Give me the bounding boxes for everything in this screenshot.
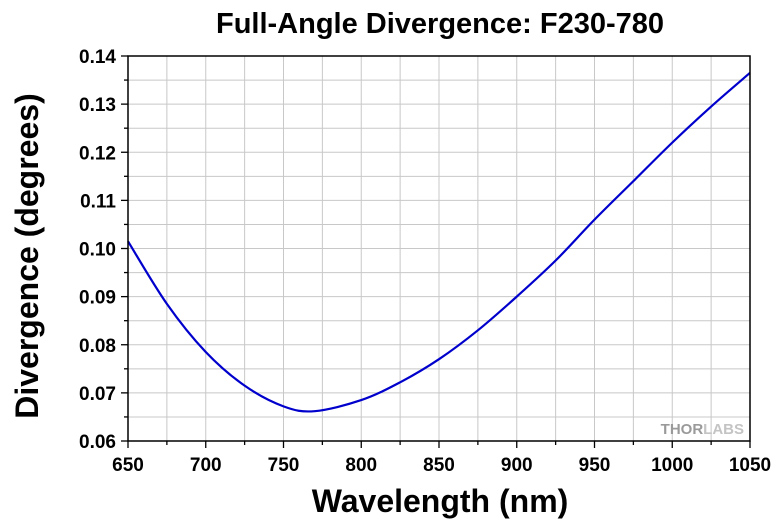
x-tick-label: 1050 bbox=[729, 455, 771, 476]
y-tick-label: 0.08 bbox=[79, 336, 116, 357]
axis-ticks bbox=[121, 55, 751, 448]
x-tick-label: 950 bbox=[579, 455, 611, 476]
x-tick-label: 850 bbox=[423, 455, 455, 476]
chart-title: Full-Angle Divergence: F230-780 bbox=[216, 8, 664, 40]
x-axis-label: Wavelength (nm) bbox=[312, 483, 569, 519]
x-tick-label: 800 bbox=[345, 455, 377, 476]
y-tick-label: 0.12 bbox=[79, 143, 116, 164]
y-tick-labels: 0.06 0.07 0.08 0.09 0.10 0.11 0.12 0.13 0.14 bbox=[79, 47, 116, 453]
x-tick-label: 900 bbox=[501, 455, 533, 476]
x-tick-label: 750 bbox=[268, 455, 300, 476]
thorlabs-logo: THORLABS bbox=[661, 421, 744, 438]
logo-text-thor: THOR bbox=[661, 421, 704, 438]
logo-text-labs: LABS bbox=[703, 421, 744, 438]
grid-lines bbox=[128, 56, 750, 441]
x-tick-label: 650 bbox=[112, 455, 144, 476]
plot-area bbox=[127, 55, 751, 442]
y-tick-label: 0.14 bbox=[79, 47, 116, 68]
x-tick-labels: 650 700 750 800 850 900 950 1000 1050 bbox=[112, 455, 771, 476]
y-axis-label: Divergence (degrees) bbox=[9, 93, 45, 418]
y-tick-label: 0.06 bbox=[79, 432, 116, 453]
x-tick-label: 700 bbox=[190, 455, 222, 476]
y-tick-label: 0.11 bbox=[80, 191, 116, 212]
y-tick-label: 0.09 bbox=[79, 288, 116, 309]
y-tick-label: 0.10 bbox=[79, 240, 116, 261]
x-tick-label: 1000 bbox=[651, 455, 693, 476]
series-line bbox=[127, 72, 751, 413]
y-tick-label: 0.07 bbox=[79, 384, 116, 405]
y-tick-label: 0.13 bbox=[79, 95, 116, 116]
